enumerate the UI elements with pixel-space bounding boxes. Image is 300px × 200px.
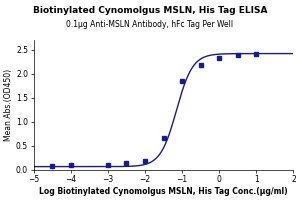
Y-axis label: Mean Abs.(OD450): Mean Abs.(OD450): [4, 69, 13, 141]
X-axis label: Log Biotinylated Cynomolgus MSLN, His Tag Conc.(μg/ml): Log Biotinylated Cynomolgus MSLN, His Ta…: [39, 187, 288, 196]
Text: 0.1μg Anti-MSLN Antibody, hFc Tag Per Well: 0.1μg Anti-MSLN Antibody, hFc Tag Per We…: [66, 20, 234, 29]
Text: Biotinylated Cynomolgus MSLN, His Tag ELISA: Biotinylated Cynomolgus MSLN, His Tag EL…: [33, 6, 267, 15]
